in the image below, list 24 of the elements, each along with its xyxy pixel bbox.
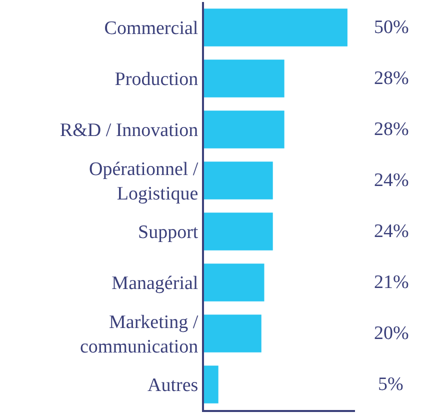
data-label: 5% bbox=[378, 374, 404, 395]
data-label: 21% bbox=[374, 272, 409, 293]
bar bbox=[204, 212, 273, 250]
y-tick-label: Support bbox=[138, 222, 199, 244]
bar bbox=[204, 314, 262, 352]
y-tick-label: Autres bbox=[148, 375, 198, 396]
data-label: 24% bbox=[374, 221, 409, 242]
y-tick-label: Commercial bbox=[104, 18, 198, 40]
bar bbox=[204, 264, 264, 302]
data-label: 28% bbox=[374, 68, 409, 89]
bar bbox=[204, 60, 284, 98]
data-label: 28% bbox=[374, 119, 409, 140]
y-tick-label: R&D / Innovation bbox=[60, 120, 199, 142]
bar bbox=[204, 8, 348, 46]
bar bbox=[204, 366, 218, 404]
data-label: 20% bbox=[374, 323, 409, 344]
y-tick-label: Production bbox=[114, 69, 199, 90]
data-label: 24% bbox=[374, 170, 409, 191]
y-tick-label: Opérationnel / Logistique bbox=[88, 158, 199, 204]
data-label: 50% bbox=[374, 17, 409, 38]
y-tick-label: Managérial bbox=[112, 273, 198, 294]
bar bbox=[204, 162, 273, 200]
bar bbox=[204, 110, 284, 148]
y-tick-label: Marketing / communication bbox=[80, 312, 199, 358]
